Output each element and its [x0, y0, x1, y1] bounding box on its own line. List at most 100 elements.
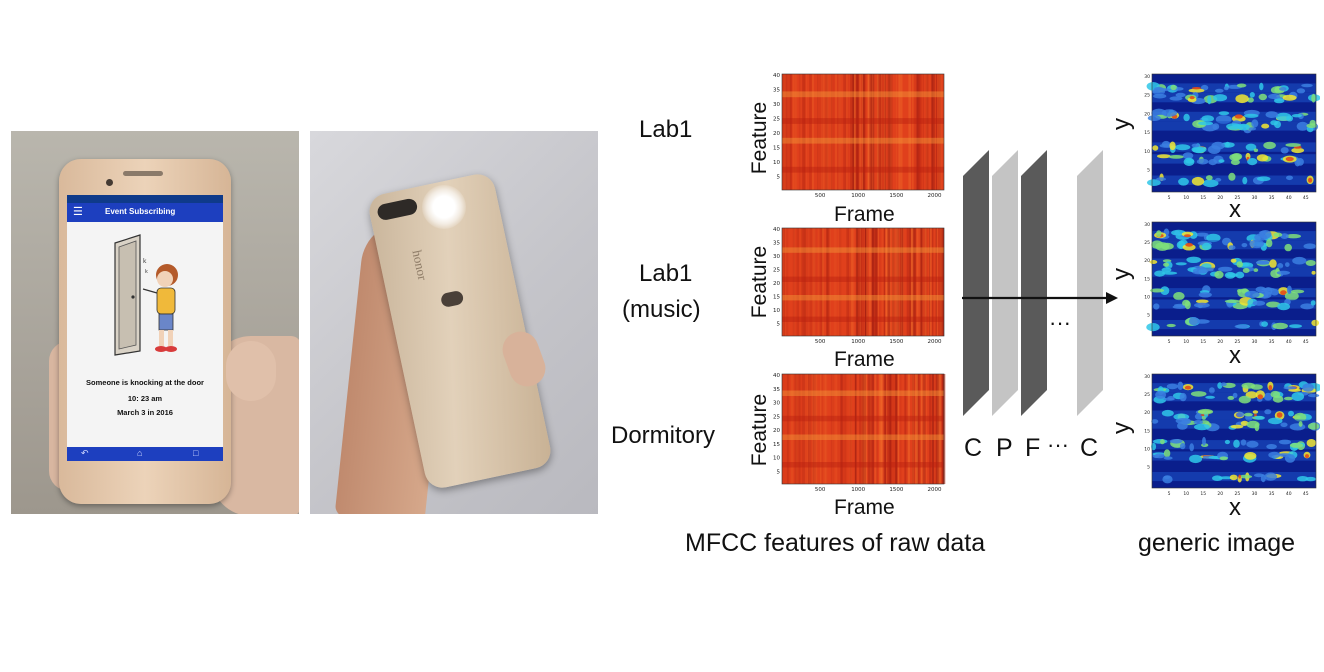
- mfcc-xlabel-2: Frame: [834, 348, 895, 371]
- svg-text:5: 5: [1147, 168, 1150, 174]
- svg-text:40: 40: [1286, 195, 1292, 201]
- svg-text:25: 25: [1144, 392, 1150, 398]
- layer-label-c-last: C: [1080, 434, 1099, 462]
- svg-text:25: 25: [1235, 195, 1241, 201]
- svg-text:35: 35: [773, 88, 780, 94]
- layer-label-dots: ···: [1047, 432, 1069, 457]
- svg-text:35: 35: [1269, 491, 1275, 497]
- mfcc-heatmap-lab1-music: 40 35 30 25 20 15 10 5 500 1000 1500 2000: [773, 227, 945, 345]
- home-icon[interactable]: ⌂: [137, 448, 143, 458]
- svg-text:1500: 1500: [889, 193, 903, 199]
- layer-ellipsis: ···: [1049, 310, 1071, 335]
- layer-pool: [992, 150, 1018, 416]
- svg-text:5: 5: [777, 322, 781, 328]
- layer-conv-1: [963, 150, 989, 416]
- flow-arrow: [962, 292, 1118, 304]
- svg-text:10: 10: [1183, 339, 1189, 345]
- layer-label-p: P: [996, 434, 1013, 462]
- svg-text:20: 20: [773, 281, 780, 287]
- svg-text:15: 15: [1144, 130, 1150, 136]
- svg-text:20: 20: [1144, 258, 1150, 264]
- app-bar: ☰ Event Subscribing: [67, 203, 223, 222]
- mfcc-heatmap-dormitory: 40 35 30 25 20 15 10 5 500 1000 1500 2000: [773, 373, 946, 493]
- mfcc-xlabel-3: Frame: [834, 496, 895, 519]
- svg-text:30: 30: [1144, 374, 1150, 380]
- svg-text:1000: 1000: [851, 193, 865, 199]
- svg-text:25: 25: [773, 414, 780, 420]
- svg-text:5: 5: [1168, 195, 1171, 201]
- svg-text:15: 15: [773, 442, 780, 448]
- generic-xlabel-3: x: [1229, 494, 1241, 521]
- svg-text:45: 45: [1303, 491, 1309, 497]
- svg-text:15: 15: [1200, 491, 1206, 497]
- svg-text:30: 30: [773, 254, 780, 260]
- svg-text:10: 10: [1183, 491, 1189, 497]
- svg-text:20: 20: [1217, 491, 1223, 497]
- status-bar: [67, 195, 223, 203]
- svg-text:35: 35: [1269, 195, 1275, 201]
- svg-text:1000: 1000: [851, 487, 865, 493]
- row-label-lab1: Lab1: [639, 116, 693, 143]
- mfcc-ylabel-2: Feature: [748, 245, 771, 319]
- svg-text:15: 15: [1144, 276, 1150, 282]
- svg-text:5: 5: [1147, 313, 1150, 319]
- app-title: Event Subscribing: [105, 207, 176, 216]
- fingerprint-sensor: [439, 289, 465, 309]
- svg-text:k: k: [143, 258, 147, 265]
- row-label-lab1-music-line2: (music): [622, 296, 701, 323]
- notification-date: March 3 in 2016: [117, 408, 173, 417]
- svg-text:30: 30: [1252, 339, 1258, 345]
- row-label-lab1-music: Lab1: [639, 260, 693, 287]
- svg-text:15: 15: [1200, 339, 1206, 345]
- svg-text:25: 25: [1144, 240, 1150, 246]
- generic-ylabel-3: y: [1108, 422, 1135, 434]
- front-camera: [106, 179, 113, 186]
- svg-text:5: 5: [1168, 491, 1171, 497]
- svg-text:35: 35: [1269, 339, 1275, 345]
- recent-apps-icon[interactable]: □: [193, 448, 199, 458]
- svg-text:30: 30: [1144, 222, 1150, 228]
- mfcc-heatmap-lab1: 40 35 30 25 20 15 10 5 500 1000 1500 2000: [773, 73, 945, 199]
- svg-text:500: 500: [815, 487, 826, 493]
- svg-text:500: 500: [815, 339, 826, 345]
- generic-ylabel-2: y: [1108, 268, 1135, 280]
- generic-image-lab1-music: 30 25 20 15 10 5 5 10 15 20 25 30 35 40 45: [1144, 221, 1320, 345]
- svg-text:1500: 1500: [889, 487, 903, 493]
- svg-text:25: 25: [1235, 339, 1241, 345]
- svg-text:10: 10: [1144, 446, 1150, 452]
- svg-text:25: 25: [773, 117, 780, 123]
- svg-text:20: 20: [773, 428, 780, 434]
- earpiece: [123, 171, 163, 176]
- svg-text:2000: 2000: [928, 339, 942, 345]
- svg-text:25: 25: [1235, 491, 1241, 497]
- door-knock-illustration: k k: [114, 234, 178, 356]
- back-icon[interactable]: ↶: [81, 448, 89, 458]
- layer-label-c: C: [964, 434, 983, 462]
- mfcc-ylabel-3: Feature: [748, 393, 771, 467]
- thumb: [226, 341, 276, 401]
- brand-logo: honor: [409, 248, 431, 282]
- mfcc-caption: MFCC features of raw data: [685, 529, 986, 557]
- svg-text:40: 40: [773, 73, 780, 79]
- svg-text:10: 10: [773, 308, 780, 314]
- svg-text:30: 30: [773, 102, 780, 108]
- generic-caption: generic image: [1138, 529, 1296, 557]
- generic-image-lab1: 30 25 20 15 10 5 5 10 15 20 25 30 35 40 45: [1144, 73, 1320, 201]
- svg-text:20: 20: [773, 131, 780, 137]
- svg-text:20: 20: [1217, 195, 1223, 201]
- svg-text:35: 35: [773, 241, 780, 247]
- menu-icon[interactable]: ☰: [73, 206, 83, 218]
- svg-text:30: 30: [1252, 491, 1258, 497]
- layer-label-f: F: [1025, 434, 1041, 462]
- svg-text:15: 15: [773, 295, 780, 301]
- camera-module: [376, 197, 419, 222]
- svg-text:40: 40: [773, 373, 780, 379]
- svg-text:5: 5: [1168, 339, 1171, 345]
- svg-text:30: 30: [773, 401, 780, 407]
- svg-text:10: 10: [773, 160, 780, 166]
- svg-text:1000: 1000: [851, 339, 865, 345]
- svg-text:10: 10: [1144, 149, 1150, 155]
- svg-text:20: 20: [1144, 410, 1150, 416]
- svg-text:1500: 1500: [889, 339, 903, 345]
- svg-text:40: 40: [1286, 339, 1292, 345]
